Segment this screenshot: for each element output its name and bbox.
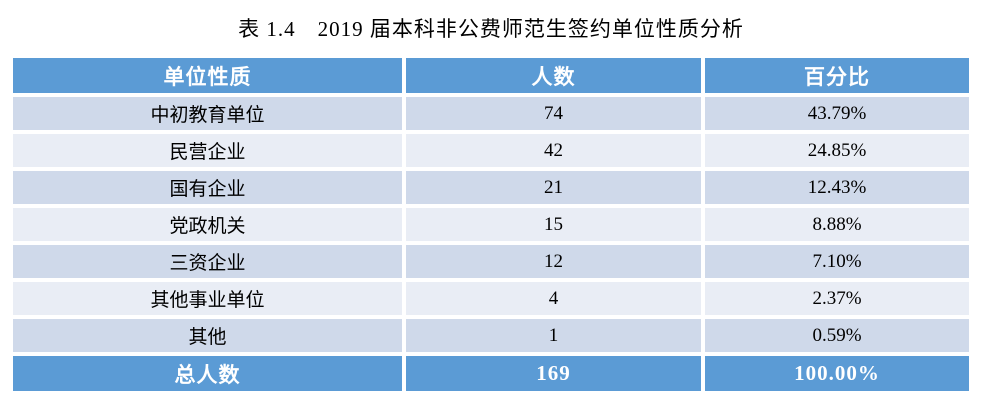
cell-count: 4 (406, 282, 701, 315)
cell-count: 1 (406, 319, 701, 352)
cell-percent: 12.43% (705, 171, 969, 204)
cell-category: 中初教育单位 (13, 97, 402, 130)
cell-category: 党政机关 (13, 208, 402, 241)
table-row: 民营企业 42 24.85% (13, 134, 969, 167)
cell-category: 三资企业 (13, 245, 402, 278)
total-count: 169 (406, 356, 701, 391)
cell-count: 15 (406, 208, 701, 241)
column-header-count: 人数 (406, 58, 701, 93)
table-row: 其他事业单位 4 2.37% (13, 282, 969, 315)
column-header-percent: 百分比 (705, 58, 969, 93)
total-row: 总人数 169 100.00% (13, 356, 969, 391)
cell-percent: 8.88% (705, 208, 969, 241)
header-row: 单位性质 人数 百分比 (13, 58, 969, 93)
cell-percent: 43.79% (705, 97, 969, 130)
table-row: 国有企业 21 12.43% (13, 171, 969, 204)
cell-category: 其他 (13, 319, 402, 352)
table-row: 党政机关 15 8.88% (13, 208, 969, 241)
cell-percent: 2.37% (705, 282, 969, 315)
total-percent: 100.00% (705, 356, 969, 391)
table-row: 其他 1 0.59% (13, 319, 969, 352)
cell-percent: 0.59% (705, 319, 969, 352)
cell-count: 21 (406, 171, 701, 204)
cell-count: 12 (406, 245, 701, 278)
cell-category: 民营企业 (13, 134, 402, 167)
table-row: 中初教育单位 74 43.79% (13, 97, 969, 130)
cell-category: 其他事业单位 (13, 282, 402, 315)
cell-category: 国有企业 (13, 171, 402, 204)
cell-percent: 7.10% (705, 245, 969, 278)
unit-nature-table: 单位性质 人数 百分比 中初教育单位 74 43.79% 民营企业 42 24.… (9, 54, 973, 395)
table-row: 三资企业 12 7.10% (13, 245, 969, 278)
cell-count: 74 (406, 97, 701, 130)
column-header-unit-nature: 单位性质 (13, 58, 402, 93)
cell-percent: 24.85% (705, 134, 969, 167)
table-caption: 表 1.4 2019 届本科非公费师范生签约单位性质分析 (238, 17, 744, 41)
cell-count: 42 (406, 134, 701, 167)
total-label: 总人数 (13, 356, 402, 391)
